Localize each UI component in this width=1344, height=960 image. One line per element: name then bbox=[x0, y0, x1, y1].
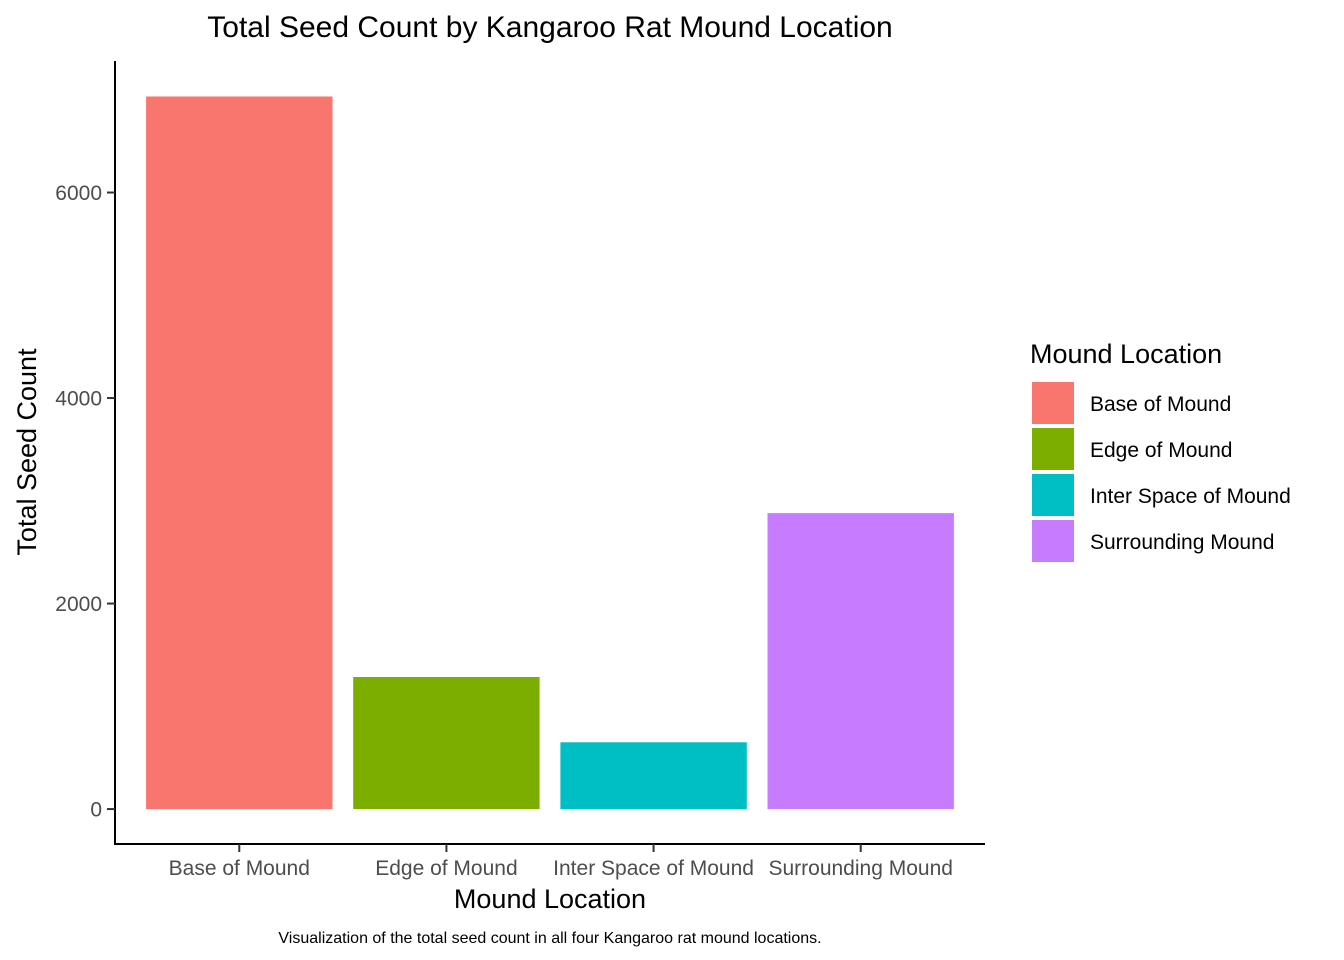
legend-swatch bbox=[1032, 382, 1074, 424]
legend-swatch bbox=[1032, 428, 1074, 470]
y-axis-title: Total Seed Count bbox=[12, 348, 42, 556]
x-axis-title: Mound Location bbox=[454, 884, 646, 914]
legend-swatch bbox=[1032, 520, 1074, 562]
legend-label: Inter Space of Mound bbox=[1090, 485, 1291, 508]
y-tick-label: 4000 bbox=[55, 388, 102, 411]
y-tick-label: 2000 bbox=[55, 593, 102, 616]
x-tick-label: Surrounding Mound bbox=[768, 857, 952, 880]
legend-swatch bbox=[1032, 474, 1074, 516]
y-ticks-group: 0 2000 4000 6000 bbox=[55, 182, 115, 822]
legend-label: Edge of Mound bbox=[1090, 439, 1232, 462]
bar bbox=[560, 742, 747, 810]
legend-title: Mound Location bbox=[1030, 339, 1222, 369]
y-tick-label: 6000 bbox=[55, 182, 102, 205]
x-tick-label: Edge of Mound bbox=[375, 857, 517, 880]
bars-group bbox=[146, 96, 954, 810]
x-tick-label: Base of Mound bbox=[169, 857, 310, 880]
legend: Base of Mound Edge of Mound Inter Space of… bbox=[1032, 382, 1291, 562]
bar bbox=[767, 513, 954, 809]
x-ticks-group: Base of Mound Edge of Mound Inter Space of… bbox=[169, 844, 953, 880]
chart-title: Total Seed Count by Kangaroo Rat Mound L… bbox=[207, 11, 892, 44]
bar bbox=[353, 677, 540, 809]
x-tick-label: Inter Space of Mound bbox=[553, 857, 754, 880]
legend-label: Base of Mound bbox=[1090, 393, 1231, 416]
chart-caption: Visualization of the total seed count in… bbox=[278, 930, 821, 947]
y-tick-label: 0 bbox=[90, 799, 102, 822]
bar bbox=[146, 96, 333, 810]
legend-label: Surrounding Mound bbox=[1090, 531, 1274, 554]
